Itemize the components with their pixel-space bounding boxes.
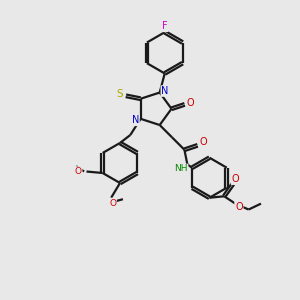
Text: O: O: [232, 174, 239, 184]
Text: N: N: [161, 86, 169, 96]
Text: O: O: [186, 98, 194, 108]
Text: O: O: [109, 199, 116, 208]
Text: O: O: [75, 167, 82, 176]
Text: S: S: [117, 89, 123, 99]
Text: O: O: [199, 137, 207, 147]
Text: O: O: [235, 202, 243, 212]
Text: NH: NH: [174, 164, 188, 173]
Text: N: N: [132, 115, 139, 125]
Text: F: F: [162, 21, 167, 31]
